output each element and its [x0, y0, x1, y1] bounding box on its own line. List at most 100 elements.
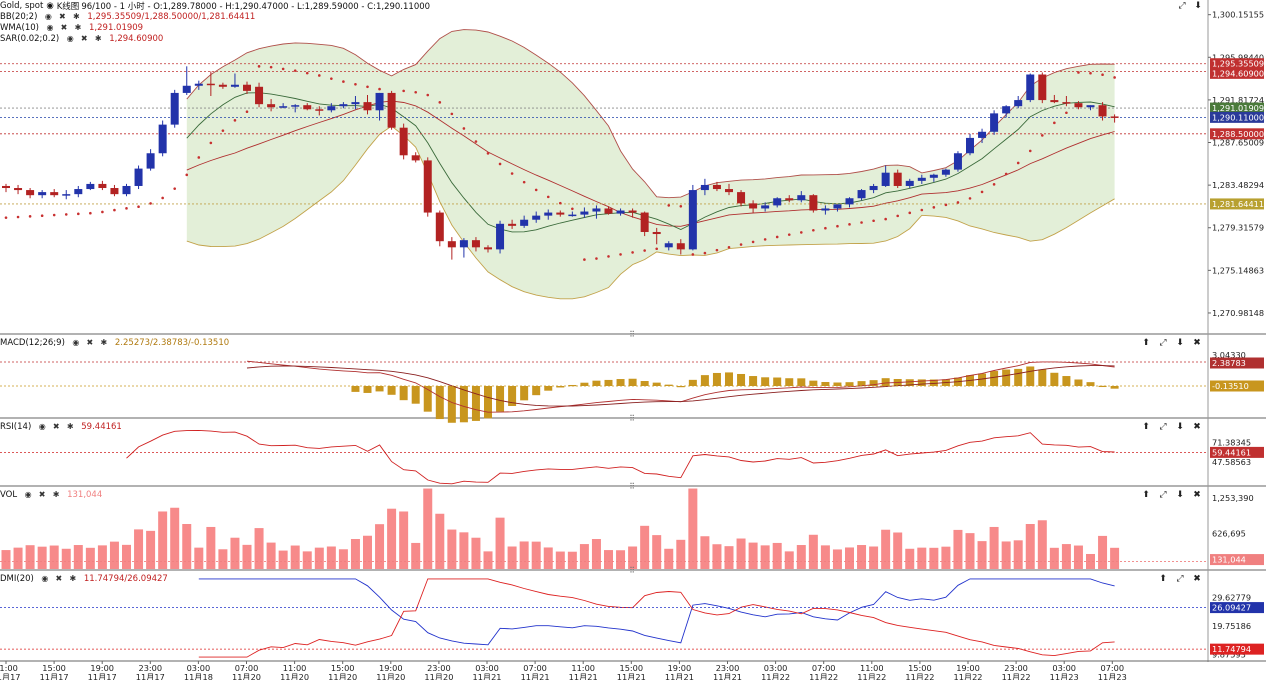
candle-body[interactable]: [869, 185, 878, 191]
candle-body[interactable]: [327, 106, 336, 111]
macd-up-icon[interactable]: ⬆: [1142, 338, 1150, 348]
candle-body[interactable]: [1026, 74, 1035, 101]
candle-body[interactable]: [881, 172, 890, 186]
candle-body[interactable]: [243, 84, 251, 91]
candle-body[interactable]: [267, 104, 276, 108]
candle-body[interactable]: [700, 184, 709, 191]
candle-body[interactable]: [471, 240, 480, 248]
dmi-gear-icon[interactable]: ✱: [69, 574, 77, 583]
candle-body[interactable]: [1110, 116, 1119, 118]
candle-body[interactable]: [122, 185, 131, 195]
candle-body[interactable]: [194, 83, 203, 86]
candle-body[interactable]: [1062, 102, 1071, 104]
macd-down-icon[interactable]: ⬇: [1176, 338, 1184, 348]
candle-body[interactable]: [2, 185, 10, 189]
candle-body[interactable]: [941, 169, 950, 175]
rsi-up-icon[interactable]: ⬆: [1142, 422, 1150, 432]
candle-body[interactable]: [411, 155, 420, 161]
main-maximize-icon[interactable]: ⤢: [1178, 1, 1186, 11]
candle-body[interactable]: [917, 177, 926, 181]
pane-resize-handle[interactable]: ⠿: [629, 566, 635, 575]
candle-body[interactable]: [809, 195, 818, 211]
candle-body[interactable]: [134, 168, 143, 186]
bb-gear-icon[interactable]: ✱: [73, 12, 80, 21]
candle-body[interactable]: [182, 85, 191, 93]
macd-eye-icon[interactable]: ◉: [72, 338, 80, 347]
candle-body[interactable]: [315, 109, 324, 111]
rsi-gear-icon[interactable]: ✱: [66, 422, 74, 431]
candle-body[interactable]: [1086, 105, 1095, 108]
candle-body[interactable]: [580, 211, 589, 215]
candle-body[interactable]: [26, 190, 35, 196]
vol-gear-icon[interactable]: ✱: [52, 490, 60, 499]
candle-body[interactable]: [688, 190, 697, 250]
candle-body[interactable]: [725, 189, 733, 193]
main-eye-icon[interactable]: ◉: [46, 0, 54, 11]
pane-resize-handle[interactable]: ⠿: [629, 414, 635, 423]
rsi-close-icon[interactable]: ✖: [52, 422, 60, 431]
candle-body[interactable]: [38, 192, 47, 196]
candle-body[interactable]: [146, 153, 155, 169]
bb-close-icon[interactable]: ✖: [59, 12, 66, 21]
wma-eye-icon[interactable]: ◉: [46, 23, 54, 32]
candle-body[interactable]: [98, 183, 107, 189]
candle-body[interactable]: [712, 184, 721, 190]
candle-body[interactable]: [544, 212, 553, 216]
candle-body[interactable]: [351, 102, 360, 105]
candle-body[interactable]: [447, 241, 456, 248]
candle-body[interactable]: [496, 223, 505, 250]
candle-body[interactable]: [86, 183, 95, 190]
candle-body[interactable]: [821, 208, 830, 211]
macd-maximize-icon[interactable]: ⤢: [1159, 338, 1167, 348]
candle-body[interactable]: [399, 127, 408, 156]
candle-body[interactable]: [74, 189, 83, 195]
candle-body[interactable]: [206, 83, 215, 86]
dmi-eye-icon[interactable]: ◉: [41, 574, 49, 583]
sar-eye-icon[interactable]: ◉: [66, 34, 74, 43]
candle-body[interactable]: [737, 192, 746, 204]
candle-body[interactable]: [652, 231, 661, 235]
wma-gear-icon[interactable]: ✱: [74, 23, 82, 32]
candle-body[interactable]: [279, 106, 288, 108]
candle-body[interactable]: [291, 105, 300, 107]
candle-body[interactable]: [640, 212, 649, 232]
candle-body[interactable]: [966, 137, 974, 154]
bb-eye-icon[interactable]: ◉: [44, 12, 52, 21]
candle-body[interactable]: [978, 131, 987, 138]
candle-body[interactable]: [556, 212, 565, 215]
vol-maximize-icon[interactable]: ⤢: [1159, 490, 1167, 500]
candle-body[interactable]: [797, 195, 806, 201]
rsi-down-icon[interactable]: ⬇: [1176, 422, 1184, 432]
candle-body[interactable]: [110, 188, 119, 195]
wma-close-icon[interactable]: ✖: [60, 23, 68, 32]
candle-body[interactable]: [218, 84, 227, 87]
pane-resize-handle[interactable]: ⠿: [629, 482, 635, 491]
candle-body[interactable]: [339, 104, 348, 107]
candle-body[interactable]: [592, 208, 601, 212]
candle-body[interactable]: [303, 105, 312, 110]
candle-body[interactable]: [857, 190, 866, 199]
macd-close-button[interactable]: ✖: [1193, 338, 1201, 348]
candle-body[interactable]: [508, 223, 517, 226]
candle-body[interactable]: [604, 208, 613, 214]
candle-body[interactable]: [459, 240, 468, 248]
candle-body[interactable]: [423, 160, 432, 213]
candle-body[interactable]: [50, 192, 59, 196]
candle-body[interactable]: [953, 153, 962, 170]
candle-body[interactable]: [375, 92, 384, 111]
dmi-maximize-icon[interactable]: ⤢: [1176, 574, 1184, 584]
candle-body[interactable]: [363, 102, 372, 111]
macd-gear-icon[interactable]: ✱: [100, 338, 108, 347]
main-down-icon[interactable]: ⬇: [1194, 1, 1202, 11]
candle-body[interactable]: [568, 214, 577, 217]
vol-up-icon[interactable]: ⬆: [1142, 490, 1150, 500]
candle-body[interactable]: [1074, 103, 1083, 108]
candle-body[interactable]: [230, 84, 239, 87]
dmi-up-icon[interactable]: ⬆: [1159, 574, 1167, 584]
candle-body[interactable]: [14, 188, 23, 191]
macd-close-icon[interactable]: ✖: [86, 338, 94, 347]
vol-close-icon[interactable]: ✖: [38, 490, 46, 499]
dmi-close-button[interactable]: ✖: [1193, 574, 1201, 584]
vol-down-icon[interactable]: ⬇: [1176, 490, 1184, 500]
